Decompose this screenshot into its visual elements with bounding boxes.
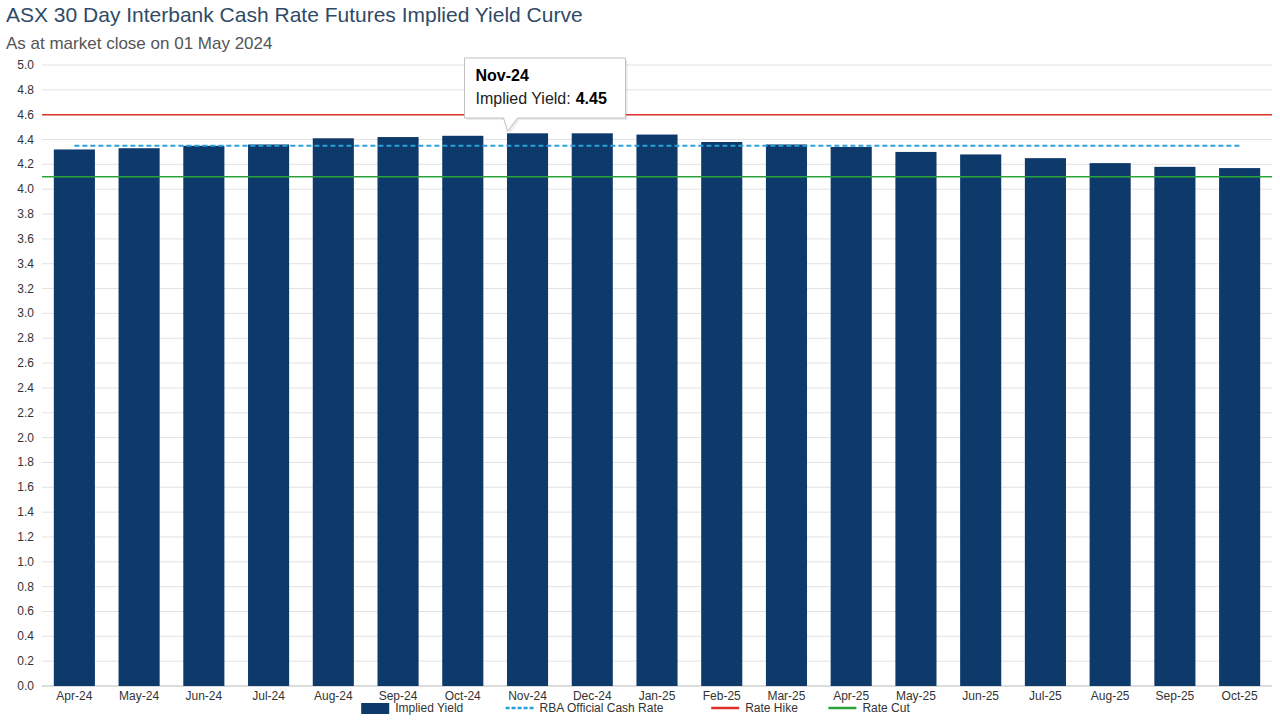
y-tick-label: 4.8 (17, 83, 34, 97)
y-tick-label: 0.6 (17, 604, 34, 618)
bar (1154, 167, 1195, 686)
legend-label: Rate Hike (745, 701, 798, 715)
y-tick-label: 3.0 (17, 306, 34, 320)
grid-line (42, 114, 1272, 115)
legend: Implied Yield RBA Official Cash Rate Rate … (361, 701, 910, 715)
y-tick-label: 1.0 (17, 555, 34, 569)
legend-label: Implied Yield (395, 701, 463, 715)
bar (636, 135, 677, 686)
y-tick-label: 2.4 (17, 381, 34, 395)
grid-line (42, 65, 1272, 66)
y-tick-label: 3.8 (17, 207, 34, 221)
y-tick-label: 3.2 (17, 282, 34, 296)
grid-line (42, 89, 1272, 90)
x-tick-label: Jun-24 (185, 689, 222, 703)
y-tick-label: 4.2 (17, 157, 34, 171)
reference-line (74, 145, 1239, 147)
bar (572, 133, 613, 686)
title: ASX 30 Day Interbank Cash Rate Futures I… (6, 3, 583, 26)
legend-swatch (711, 707, 739, 710)
bar (377, 137, 418, 686)
tooltip: Nov-24 Implied Yield: 4.45 (465, 58, 628, 133)
y-tick-label: 0.4 (17, 629, 34, 643)
y-tick-label: 4.6 (17, 108, 34, 122)
plot-area (42, 115, 1272, 686)
tooltip-label: Implied Yield: (476, 90, 571, 107)
bar (1090, 163, 1131, 686)
x-tick-label: Jul-24 (252, 689, 285, 703)
y-tick-label: 5.0 (17, 58, 34, 72)
y-tick-label: 0.8 (17, 580, 34, 594)
subtitle: As at market close on 01 May 2024 (6, 34, 272, 53)
bar (313, 138, 354, 686)
x-tick-label: Aug-25 (1091, 689, 1130, 703)
y-tick-label: 0.2 (17, 654, 34, 668)
y-tick-label: 3.4 (17, 257, 34, 271)
x-tick-label: Feb-25 (703, 689, 741, 703)
y-tick-label: 1.2 (17, 530, 34, 544)
legend-label: Rate Cut (862, 701, 910, 715)
x-tick-label: Oct-25 (1222, 689, 1258, 703)
bar (183, 146, 224, 686)
bar (766, 144, 807, 686)
bar (831, 147, 872, 686)
y-tick-label: 0.0 (17, 679, 34, 693)
reference-line (42, 176, 1272, 178)
y-tick-label: 2.2 (17, 406, 34, 420)
x-tick-label: Aug-24 (314, 689, 353, 703)
y-tick-label: 2.8 (17, 331, 34, 345)
chart: ASX 30 Day Interbank Cash Rate Futures I… (0, 0, 1280, 720)
bar (442, 136, 483, 686)
bar (895, 152, 936, 686)
grid (42, 65, 1272, 686)
bar (119, 148, 160, 686)
y-tick-label: 1.4 (17, 505, 34, 519)
legend-label: RBA Official Cash Rate (540, 701, 664, 715)
y-tick-label: 1.8 (17, 455, 34, 469)
x-tick-label: May-24 (119, 689, 159, 703)
tooltip-value: 4.45 (576, 90, 607, 107)
y-tick-label: 4.4 (17, 133, 34, 147)
bar (507, 133, 548, 686)
reference-line (42, 114, 1272, 116)
tooltip-box (465, 58, 626, 131)
bar (1219, 168, 1260, 686)
x-tick-label: Apr-24 (56, 689, 92, 703)
legend-swatch (506, 707, 534, 710)
bar (54, 149, 95, 686)
y-tick-label: 3.6 (17, 232, 34, 246)
bar (701, 142, 742, 686)
y-tick-label: 2.6 (17, 356, 34, 370)
legend-swatch (828, 707, 856, 710)
bar (248, 144, 289, 686)
y-tick-label: 2.0 (17, 431, 34, 445)
x-tick-label: Jul-25 (1029, 689, 1062, 703)
legend-swatch (361, 703, 389, 714)
bar (1025, 158, 1066, 686)
bar (960, 154, 1001, 686)
y-tick-label: 4.0 (17, 182, 34, 196)
x-tick-label: Jun-25 (962, 689, 999, 703)
tooltip-title: Nov-24 (476, 67, 529, 84)
y-tick-label: 1.6 (17, 480, 34, 494)
x-tick-label: Sep-25 (1156, 689, 1195, 703)
